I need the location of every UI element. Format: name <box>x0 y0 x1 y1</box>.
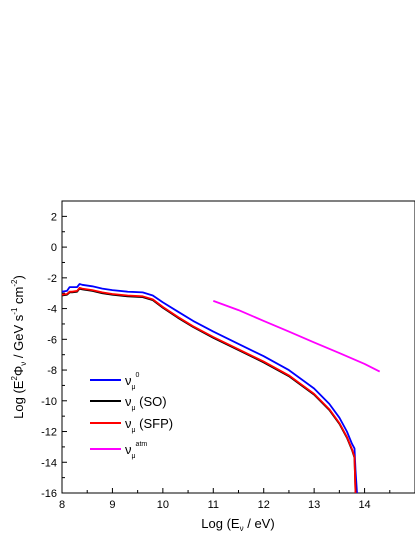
y-tick-label: -4 <box>47 304 57 316</box>
legend-label-nu-mu-so: νμ (SO) <box>125 394 167 412</box>
x-axis-label: Log (Eν / eV) <box>201 516 274 533</box>
series-line-2 <box>61 286 357 494</box>
x-tick-label: 10 <box>157 499 169 511</box>
series-line-3 <box>212 300 381 373</box>
x-tick-labels: 8 9 10 11 12 13 14 <box>59 499 371 511</box>
x-tick-label: 13 <box>308 499 320 511</box>
y-tick-labels: 2 0 -2 -4 -6 -8 -10 -12 -14 -16 <box>41 211 57 500</box>
series-line-1 <box>61 287 357 494</box>
y-tick-label: 0 <box>51 242 57 254</box>
x-tick-label: 11 <box>208 499 219 511</box>
x-tick-label: 14 <box>358 499 370 511</box>
y-tick-label: -16 <box>41 488 57 500</box>
legend-label-nu-mu-atm: νμatm <box>125 441 147 460</box>
legend: νμ0 νμ (SO) νμ (SFP) νμatm <box>90 372 173 460</box>
y-tick-label: -8 <box>47 365 57 377</box>
axis-ticks <box>61 215 391 494</box>
legend-label-nu-mu-0: νμ0 <box>125 372 140 391</box>
y-tick-label: 2 <box>51 211 57 223</box>
series-line-0 <box>61 283 358 494</box>
y-tick-label: -6 <box>47 334 57 346</box>
y-tick-label: -2 <box>47 273 57 285</box>
y-tick-label: -10 <box>41 396 57 408</box>
y-axis-label: Log (E2Φν / GeV s-1 cm-2) <box>10 275 28 419</box>
legend-label-nu-mu-sfp: νμ (SFP) <box>125 416 173 434</box>
x-tick-label: 8 <box>59 499 65 511</box>
y-tick-label: -12 <box>41 427 57 439</box>
x-tick-label: 9 <box>109 499 115 511</box>
y-tick-label: -14 <box>41 457 57 469</box>
x-tick-label: 12 <box>258 499 270 511</box>
series-lines <box>61 283 381 494</box>
